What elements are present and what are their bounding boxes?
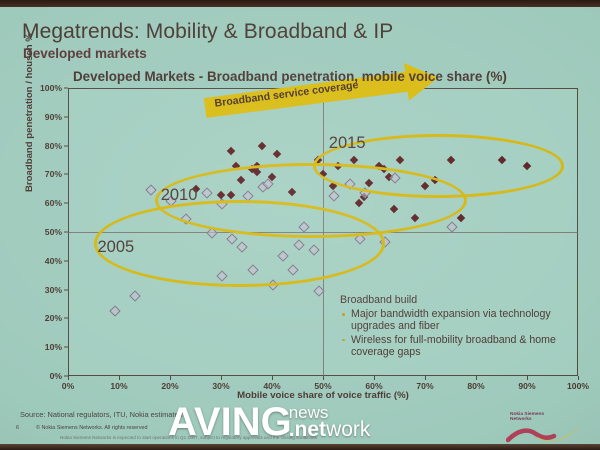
x-tick-label: 30% (212, 381, 230, 391)
era-label-2015: 2015 (328, 133, 366, 152)
y-tick-label: 70% (44, 169, 62, 180)
y-tick-label: 20% (44, 313, 62, 324)
x-tick-mark (68, 376, 69, 380)
x-tick-mark (221, 376, 222, 380)
y-tick-mark (64, 231, 68, 233)
annotation-bullet-list: Major bandwidth expansion via technology… (340, 308, 570, 359)
annotation-bullet: Wireless for full-mobility broadband & h… (340, 334, 570, 359)
logo-text: Nokia Siemens Networks (510, 412, 544, 423)
watermark-work: work (326, 418, 371, 441)
scatter-chart: 0% 10% 20% 30% 40% 50% 60% 70% 80% 90% 100% 0% 10% 2… (24, 33, 589, 401)
y-tick-mark (64, 202, 68, 204)
x-tick-mark (425, 376, 426, 380)
x-tick-label: 60% (365, 381, 383, 391)
annotation-bullet: Major bandwidth expansion via technology… (340, 308, 570, 333)
x-tick-label: 20% (161, 381, 179, 391)
y-tick-label: 50% (44, 227, 62, 237)
x-tick-label: 100% (567, 381, 589, 391)
y-tick-mark (64, 173, 68, 175)
watermark-main: AVING (168, 400, 292, 444)
y-tick-label: 40% (44, 255, 62, 266)
x-tick-mark (476, 376, 477, 380)
legal-disclaimer: Nokia Siemens Networks is expected to st… (60, 435, 317, 440)
x-tick-label: 10% (110, 381, 128, 391)
page-title: Megatrends: Mobility & Broadband & IP (22, 20, 394, 43)
y-tick-label: 10% (44, 342, 62, 353)
x-tick-mark (323, 376, 324, 380)
x-tick-mark (170, 376, 171, 380)
era-ellipse-2010 (154, 162, 467, 238)
y-tick-mark (64, 260, 68, 262)
aving-watermark: AVING news .network (168, 402, 370, 442)
annotation-block: Broadband build Major bandwidth expansio… (340, 294, 570, 360)
x-tick-label: 50% (314, 381, 332, 391)
y-tick-mark (64, 375, 68, 377)
logo-line-1: Nokia Siemens (510, 412, 545, 417)
x-tick-mark (119, 376, 120, 380)
photo-bottom-edge (0, 444, 600, 450)
y-tick-mark (64, 116, 68, 118)
y-tick-label: 30% (44, 284, 62, 295)
photo-top-edge (0, 0, 600, 7)
y-tick-mark (64, 317, 68, 319)
watermark-news: news (288, 403, 329, 422)
chart-title: Developed Markets - Broadband penetratio… (73, 69, 507, 84)
page-number: 6 (16, 425, 19, 431)
x-tick-mark (272, 376, 273, 380)
x-tick-label: 80% (467, 381, 485, 391)
y-tick-label: 0% (49, 371, 62, 381)
y-tick-label: 90% (44, 111, 62, 122)
y-tick-label: 80% (44, 140, 62, 151)
source-note: Source: National regulators, ITU, Nokia … (20, 410, 183, 419)
y-tick-mark (64, 145, 68, 147)
era-label-2005: 2005 (97, 237, 135, 256)
y-tick-mark (64, 346, 68, 348)
era-ellipse-2015 (312, 134, 564, 198)
x-tick-mark (374, 376, 375, 380)
y-tick-mark (64, 289, 68, 291)
logo-swoosh-icon (506, 426, 580, 443)
logo-line-2: Networks (510, 417, 532, 423)
page-subtitle: Developed markets (23, 46, 147, 61)
nokia-siemens-logo: Nokia Siemens Networks (506, 412, 580, 443)
x-tick-label: 40% (263, 381, 281, 391)
copyright-note: © Nokia Siemens Networks. All rights res… (36, 425, 148, 431)
x-tick-label: 0% (61, 381, 75, 391)
y-tick-label: 100% (40, 83, 62, 93)
x-tick-mark (578, 376, 579, 380)
x-tick-mark (527, 376, 528, 380)
slide: Megatrends: Mobility & Broadband & IP De… (0, 6, 600, 444)
era-label-2010: 2010 (160, 186, 198, 205)
watermark-dotnet: .net (288, 418, 327, 441)
annotation-heading: Broadband build (340, 294, 418, 306)
x-axis-label: Mobile voice share of voice traffic (%) (237, 390, 409, 401)
y-tick-label: 60% (44, 198, 62, 209)
x-tick-label: 90% (518, 381, 536, 391)
y-axis-label: Broadband penetration / househ % (24, 33, 35, 192)
y-tick-mark (64, 87, 68, 89)
x-tick-label: 70% (416, 381, 434, 391)
